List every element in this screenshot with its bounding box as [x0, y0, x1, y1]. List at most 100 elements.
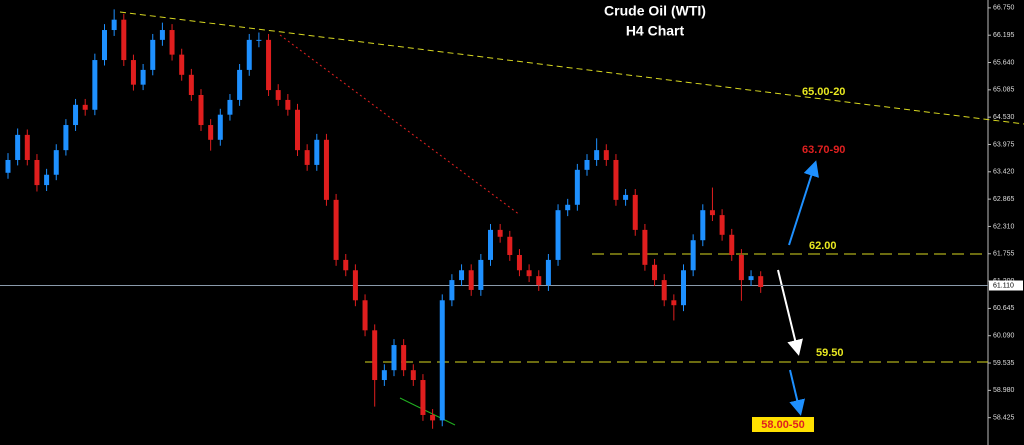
candle-body — [102, 30, 107, 61]
annotation: 63.70-90 — [802, 144, 845, 156]
candle-body — [121, 19, 127, 61]
candle-body — [333, 199, 339, 260]
annotation: 65.00-20 — [802, 86, 845, 98]
candle-body — [179, 54, 185, 75]
arrow — [777, 269, 803, 356]
candle-body — [295, 109, 300, 151]
candle-body — [275, 90, 281, 100]
candle-body — [661, 280, 667, 301]
candle-body — [478, 259, 484, 290]
candle-body — [623, 194, 629, 200]
candle-body — [237, 69, 243, 100]
candle-body — [150, 39, 156, 70]
candle-body — [632, 194, 638, 230]
candle-body — [681, 270, 686, 306]
candle-body — [314, 139, 320, 165]
candle-body — [671, 300, 677, 306]
y-tick-label: 65.085 — [993, 87, 1015, 94]
candle-body — [82, 104, 88, 110]
candle-body — [352, 270, 358, 301]
candle-body — [188, 74, 194, 96]
candle-body — [594, 150, 600, 160]
y-tick-label: 64.530 — [993, 114, 1015, 121]
candle-body — [159, 30, 165, 40]
candle-body — [545, 259, 551, 286]
candle-body — [410, 370, 416, 381]
last-price-box — [989, 280, 1023, 291]
candle-body — [497, 229, 503, 237]
chart-subtitle: H4 Chart — [626, 23, 685, 39]
y-tick-label: 61.755 — [993, 251, 1015, 258]
candle-body — [381, 370, 387, 381]
candle-body — [198, 95, 204, 126]
candle-body — [34, 159, 40, 186]
y-tick-label: 60.645 — [993, 305, 1015, 312]
candle-body — [285, 99, 291, 110]
candle-body — [729, 234, 735, 255]
arrow — [789, 369, 806, 416]
candle-body — [391, 345, 397, 371]
candle-body — [748, 276, 754, 281]
candle-body — [516, 254, 522, 271]
candle-body — [256, 39, 262, 41]
chart-title: Crude Oil (WTI) — [604, 3, 706, 19]
y-tick-label: 62.865 — [993, 196, 1015, 203]
candle-body — [227, 99, 233, 115]
candle-body — [304, 150, 310, 165]
candle-body — [719, 215, 725, 235]
trend-line — [399, 397, 456, 426]
y-tick-label: 58.425 — [993, 415, 1015, 422]
candle-body — [111, 19, 117, 31]
candle-body — [526, 270, 532, 277]
candle-body — [449, 280, 455, 301]
candle-body — [140, 69, 146, 85]
candles — [0, 9, 988, 429]
candle-body — [73, 104, 79, 126]
candle-body — [613, 159, 619, 200]
y-tick-label: 65.640 — [993, 59, 1015, 66]
candle-body — [507, 236, 513, 255]
candle-body — [584, 159, 590, 170]
candle-body — [323, 139, 329, 200]
candle-body — [642, 229, 648, 265]
candle-body — [92, 60, 98, 110]
candle-body — [63, 125, 69, 151]
candle-body — [246, 39, 252, 70]
candle-body — [169, 30, 175, 55]
y-tick-label: 66.750 — [993, 5, 1015, 12]
annotation-box — [752, 417, 814, 432]
candle-body — [362, 300, 368, 331]
candle-body — [439, 300, 445, 421]
candle-body — [401, 345, 407, 371]
y-tick-label: 63.975 — [993, 141, 1015, 148]
y-tick-label: 63.420 — [993, 169, 1015, 176]
y-tick-label: 62.310 — [993, 223, 1015, 230]
candle-body — [555, 210, 561, 260]
candle-body — [488, 229, 493, 260]
trend-line — [119, 11, 1024, 125]
trend-line — [279, 34, 521, 216]
candle-body — [459, 270, 465, 281]
annotation: 59.50 — [816, 347, 844, 359]
candle-body — [690, 240, 696, 271]
candle-body — [208, 125, 214, 140]
candle-body — [53, 150, 59, 175]
candle-body — [430, 414, 436, 421]
candle-body — [5, 159, 11, 173]
candle-body — [266, 39, 272, 91]
candle-body — [420, 380, 426, 415]
candle-body — [738, 254, 744, 281]
candle-body — [468, 270, 474, 290]
candle-body — [130, 60, 136, 85]
last-price-label: 61.110 — [993, 282, 1014, 289]
annotation: 58.00-50 — [761, 419, 804, 431]
candle-body — [652, 264, 658, 281]
candle-body — [536, 276, 542, 286]
y-axis: 66.750 66.195 65.640 65.085 64.530 63.975 63.4… — [988, 5, 1023, 422]
candle-body — [217, 114, 223, 140]
candle-body — [44, 174, 50, 186]
candle-body — [603, 150, 609, 160]
y-tick-label: 60.090 — [993, 333, 1015, 340]
